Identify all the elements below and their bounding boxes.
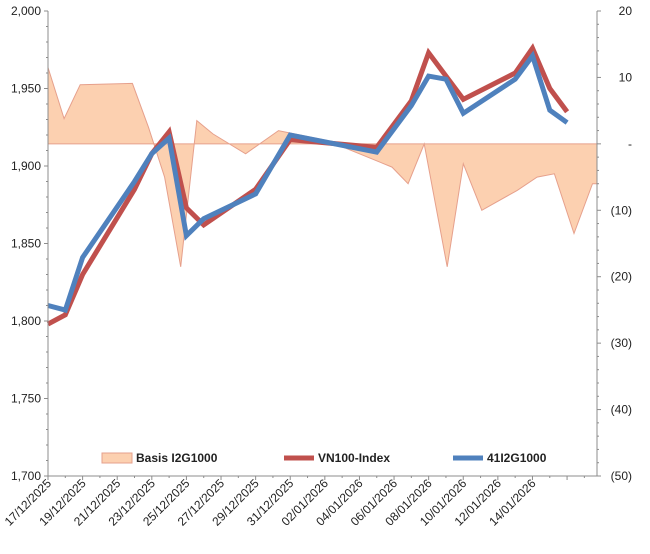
basis-area-edge (47, 67, 597, 267)
legend: Basis I2G1000 VN100-Index 41I2G1000 (101, 451, 547, 465)
left-tick-label: 1,900 (11, 159, 41, 173)
legend-swatch-basis (101, 452, 133, 464)
left-tick-label: 2,000 (11, 4, 41, 18)
left-tick-label: 1,800 (11, 314, 41, 328)
right-tick-label: - (628, 137, 632, 151)
left-tick-label: 1,950 (11, 82, 41, 96)
area-layer (47, 67, 597, 267)
right-tick-label: 20 (619, 4, 633, 18)
line-layer (46, 43, 570, 327)
left-tick-label: 1,700 (11, 469, 41, 483)
left-tick-label: 1,850 (11, 237, 41, 251)
left-tick-label: 1,750 (11, 392, 41, 406)
right-tick-label: (20) (611, 270, 632, 284)
legend-label-basis: Basis I2G1000 (136, 451, 218, 465)
right-tick-label: (10) (611, 203, 632, 217)
basis-area (48, 67, 597, 267)
series-line-41i2g1000 (47, 50, 569, 314)
right-tick-label: (40) (611, 403, 632, 417)
right-tick-label: (30) (611, 336, 632, 350)
right-tick-label: (50) (611, 469, 632, 483)
legend-label-41i2g1000: 41I2G1000 (487, 451, 547, 465)
legend-label-vn100-index: VN100-Index (318, 451, 390, 465)
axes-layer: 1,700 1,750 1,800 1,850 1,900 1,950 2,000 20 10 -… (2, 4, 633, 529)
right-tick-label: 10 (619, 70, 633, 84)
